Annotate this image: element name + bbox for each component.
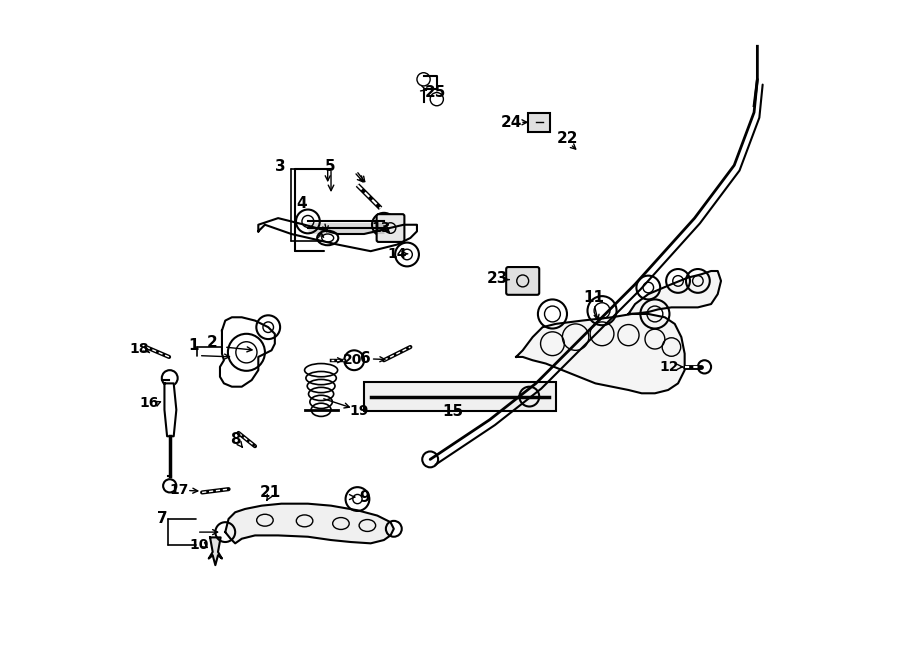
Text: 20: 20	[343, 353, 362, 368]
Text: 10: 10	[189, 538, 209, 553]
Text: 14: 14	[387, 247, 407, 262]
Text: 17: 17	[169, 483, 189, 498]
Polygon shape	[516, 314, 685, 393]
FancyBboxPatch shape	[364, 382, 556, 411]
Text: 22: 22	[557, 132, 579, 146]
Text: 15: 15	[443, 404, 464, 418]
Polygon shape	[209, 537, 222, 565]
Text: 23: 23	[487, 272, 508, 286]
Text: 12: 12	[660, 360, 680, 374]
Polygon shape	[628, 271, 721, 314]
Text: 16: 16	[140, 396, 159, 410]
FancyBboxPatch shape	[506, 267, 539, 295]
Text: 4: 4	[296, 196, 307, 211]
Polygon shape	[165, 383, 176, 436]
Text: 5: 5	[324, 159, 335, 174]
Text: 6: 6	[360, 352, 371, 366]
Text: 8: 8	[230, 432, 240, 447]
Text: 7: 7	[158, 512, 167, 526]
Text: 19: 19	[349, 404, 368, 418]
Text: 21: 21	[259, 485, 281, 500]
FancyBboxPatch shape	[528, 113, 551, 132]
Text: 13: 13	[372, 221, 391, 235]
Text: 1: 1	[188, 338, 199, 352]
Text: 24: 24	[500, 115, 522, 130]
Text: 11: 11	[583, 290, 605, 305]
Text: 2: 2	[207, 335, 218, 350]
Text: 18: 18	[130, 342, 149, 356]
Text: 25: 25	[425, 85, 446, 100]
Text: 9: 9	[359, 490, 369, 504]
Polygon shape	[225, 504, 394, 543]
FancyBboxPatch shape	[376, 214, 404, 242]
Text: 3: 3	[274, 159, 285, 174]
